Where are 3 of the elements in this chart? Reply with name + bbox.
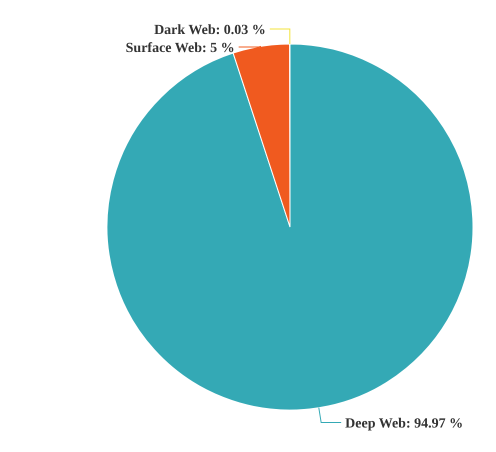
slice-label: Dark Web: 0.03 % (154, 22, 266, 38)
slice-label: Deep Web: 94.97 % (345, 416, 464, 432)
slice-label: Surface Web: 5 % (126, 40, 235, 56)
